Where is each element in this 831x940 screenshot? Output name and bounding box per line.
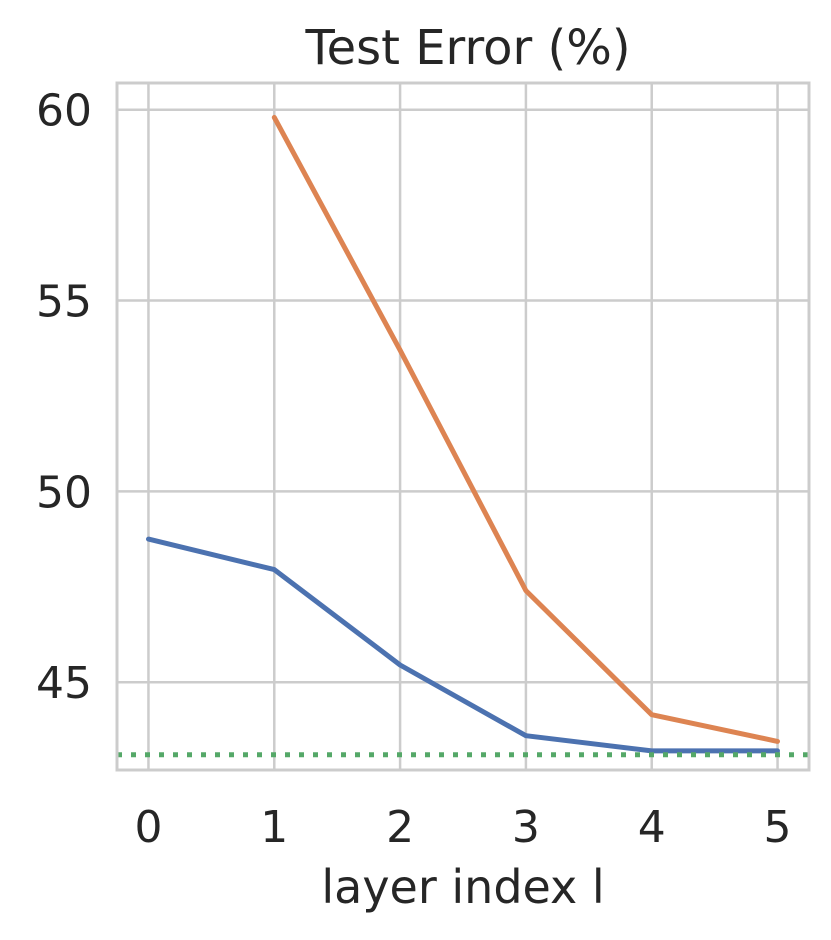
x-tick-label: 2 — [386, 802, 414, 853]
y-tick-label: 55 — [36, 277, 92, 328]
plot-frame — [115, 81, 811, 772]
x-tick-label: 5 — [764, 802, 792, 853]
series-layer — [117, 114, 809, 758]
grid — [117, 83, 809, 770]
x-axis-label: layer index l — [321, 860, 604, 914]
chart-title: Test Error (%) — [304, 20, 630, 76]
y-tick-label: 45 — [36, 658, 92, 709]
x-tick-label: 1 — [260, 802, 288, 853]
series-line-2 — [271, 114, 780, 744]
x-tick-label: 3 — [512, 802, 540, 853]
series-line-1 — [146, 536, 780, 754]
x-tick-label: 4 — [638, 802, 666, 853]
x-tick-label: 0 — [134, 802, 162, 853]
y-tick-label: 50 — [36, 467, 92, 518]
y-tick-label: 60 — [36, 86, 92, 137]
